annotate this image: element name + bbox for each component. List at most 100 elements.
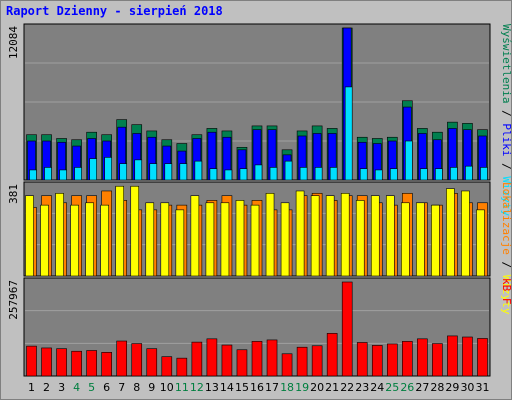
bar-bot-kb-f-5 [86,350,97,377]
bar-mid-wizyty-2 [40,204,49,277]
bar-top-wizyty-31 [480,167,488,181]
x-tick-label-28: 28 [430,381,444,394]
bar-top-wizyty-3 [59,169,67,181]
bar-bot-kb-f-29 [447,335,458,377]
bar-bot-kb-f-12 [191,341,203,377]
x-tick-label-25: 25 [385,381,399,394]
x-tick-label-30: 30 [460,381,474,394]
bar-top-wizyty-9 [149,163,158,181]
x-tick-label-24: 24 [370,381,384,394]
bar-top-wizyty-28 [435,168,443,181]
bar-top-wizyty-19 [299,167,308,181]
x-tick-label-19: 19 [295,381,309,394]
bar-top-wizyty-26 [405,140,413,181]
bar-top-wizyty-7 [119,163,128,181]
bar-bot-kb-f-6 [101,352,112,377]
panel-bot-legend-item-0: kB F [500,278,512,305]
x-tick-label-10: 10 [160,381,174,394]
bar-bot-kb-f-14 [221,344,233,377]
panel-top-legend-item-3: / [500,156,512,176]
bar-bot-kb-f-10 [161,356,173,377]
bar-mid-wizyty-8 [130,185,140,277]
bar-top-wizyty-6 [104,157,112,181]
bar-top-wizyty-14 [224,169,233,181]
panel-bot: 257967 kB F [7,277,512,377]
panel-mid-legend-item-2: Wizyty [500,275,512,315]
bar-top-wizyty-15 [239,168,248,181]
panel-mid: 381 Lokalizacje / Wizyty [7,181,512,315]
x-tick-label-1: 1 [28,381,35,394]
bar-mid-wizyty-16 [250,204,260,277]
x-tick-label-4: 4 [73,381,80,394]
x-tick-label-26: 26 [400,381,414,394]
bar-top-wizyty-22 [344,86,353,181]
x-axis: 1 2 3 4 5 6 7 8 9 10 11 12 13 14 15 16 17 18 19 20 21 22 23 24 2… [28,381,489,394]
bar-bot-kb-f-26 [402,341,413,377]
bar-mid-wizyty-29 [446,188,455,277]
bar-mid-wizyty-14 [220,202,230,277]
panel-top: 12084 Wyświetlenia / Pliki / Wizyty [7,23,512,216]
panel-mid-max-label: 381 [7,184,20,204]
x-tick-label-3: 3 [58,381,65,394]
bar-mid-wizyty-4 [70,204,79,277]
x-tick-label-20: 20 [310,381,324,394]
bar-bot-kb-f-23 [356,342,368,377]
x-tick-label-18: 18 [280,381,294,394]
bar-top-wizyty-21 [329,167,338,181]
x-tick-label-2: 2 [43,381,50,394]
bar-top-wizyty-24 [374,169,383,181]
bar-mid-wizyty-20 [310,195,320,277]
bar-top-wizyty-2 [44,167,52,181]
panel-top-legend-item-4: Wizyty [500,176,512,216]
bar-top-wizyty-23 [359,168,368,181]
x-tick-label-11: 11 [175,381,189,394]
bar-bot-kb-f-31 [477,338,488,377]
bar-mid-wizyty-18 [280,202,290,277]
bar-bot-kb-f-15 [236,349,248,377]
bar-top-wizyty-13 [209,168,218,181]
bar-mid-wizyty-5 [85,202,94,277]
panel-bot-legend: kB F [500,278,512,305]
bar-mid-wizyty-23 [355,200,365,277]
x-tick-label-17: 17 [265,381,279,394]
bar-mid-wizyty-26 [401,202,410,277]
bar-top-wizyty-11 [179,163,188,181]
x-tick-label-21: 21 [325,381,339,394]
bar-mid-wizyty-9 [145,202,155,277]
bar-bot-kb-f-13 [206,338,218,377]
bar-mid-wizyty-27 [416,202,425,277]
bar-top-wizyty-1 [29,169,37,181]
bar-bot-kb-f-25 [386,343,398,377]
bar-top-wizyty-29 [450,167,458,181]
panel-bot-max-label: 257967 [7,280,20,320]
bar-bot-kb-f-28 [432,343,443,377]
bar-bot-kb-f-20 [311,345,323,377]
bar-bot-kb-f-3 [56,348,67,377]
bar-top-wizyty-16 [254,164,263,181]
panel-top-max-label: 12084 [7,26,20,59]
bar-bot-kb-f-9 [146,348,158,377]
bar-bot-kb-f-2 [41,347,52,377]
bar-bot-kb-f-4 [71,350,82,377]
panel-mid-legend-item-1: / [500,255,512,275]
bar-mid-wizyty-19 [295,190,305,277]
bar-mid-wizyty-10 [160,202,170,277]
x-tick-label-31: 31 [475,381,489,394]
bar-mid-wizyty-1 [25,195,34,277]
panel-top-legend: Wyświetlenia / Pliki / Wizyty [500,24,512,216]
x-tick-label-16: 16 [250,381,264,394]
x-tick-label-5: 5 [88,381,95,394]
x-tick-label-12: 12 [190,381,204,394]
bar-mid-wizyty-7 [115,185,125,277]
bar-mid-wizyty-6 [100,204,109,277]
x-tick-label-29: 29 [445,381,459,394]
bar-bot-kb-f-16 [251,341,263,377]
bar-bot-kb-f-24 [371,345,383,377]
x-tick-label-6: 6 [103,381,110,394]
panels-group: 12084 Wyświetlenia / Pliki / Wizyty 381 Lok… [7,23,512,377]
bar-mid-wizyty-25 [385,195,395,277]
chart-title: Raport Dzienny - sierpień 2018 [6,4,223,18]
bar-top-wizyty-20 [314,167,323,181]
x-tick-label-15: 15 [235,381,249,394]
